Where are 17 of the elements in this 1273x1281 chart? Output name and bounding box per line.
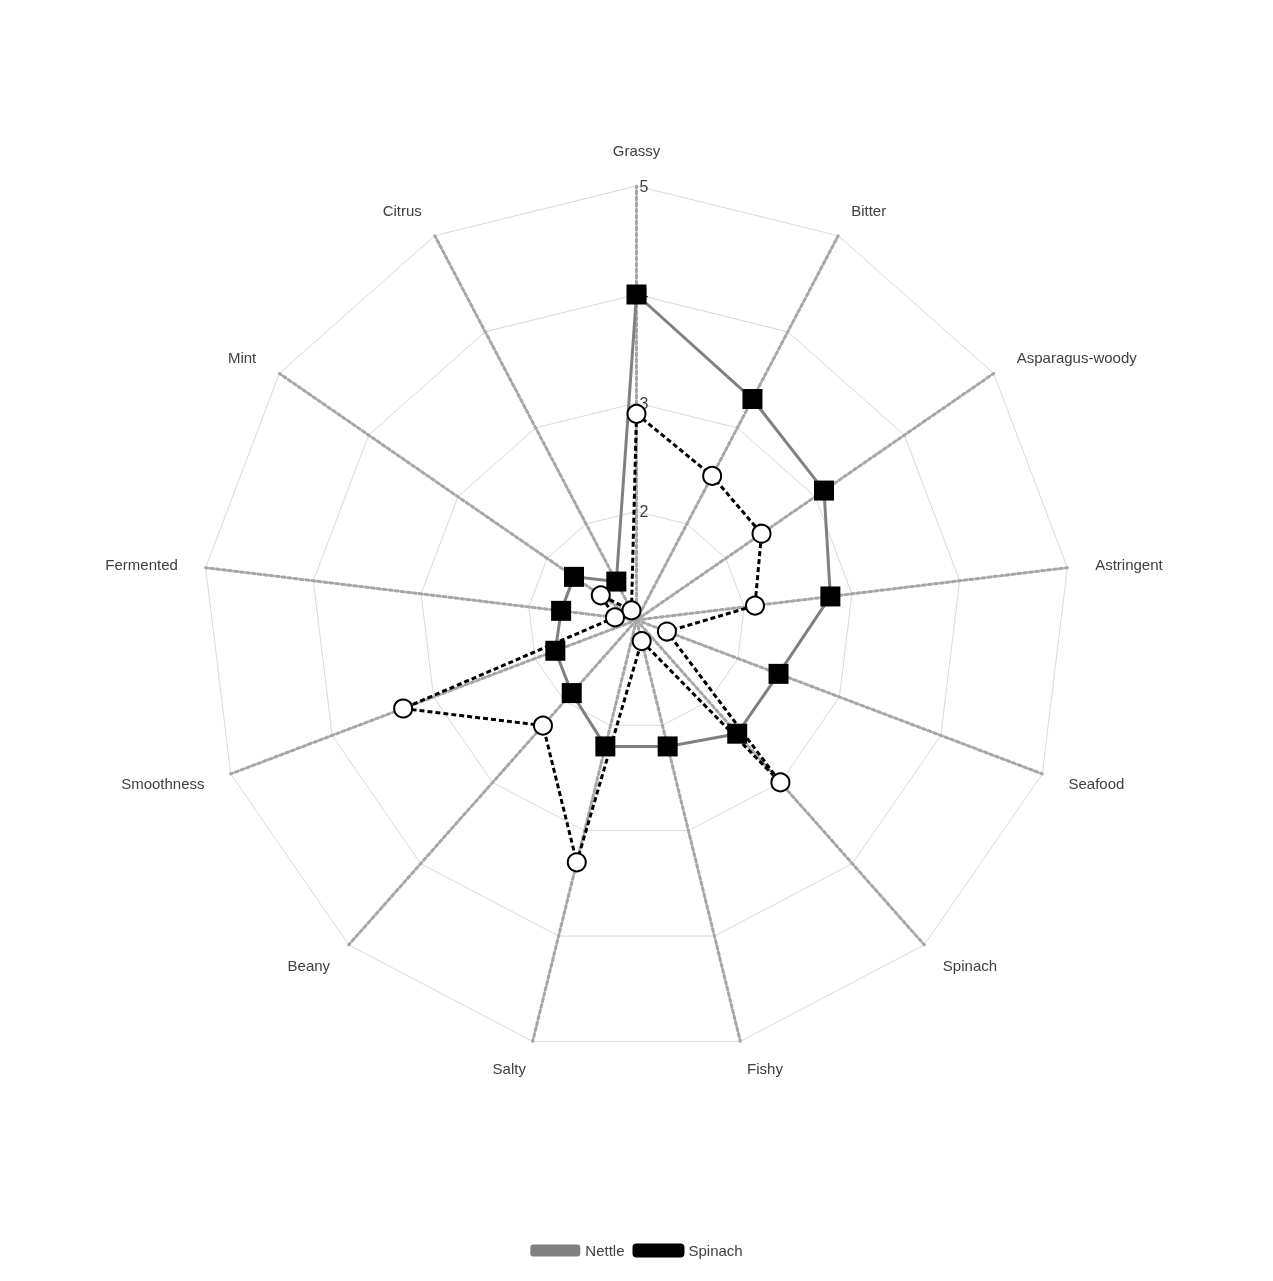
spoke-label: Citrus [382, 202, 422, 220]
spoke-label: Grassy [612, 142, 661, 159]
legend-label: Spinach [688, 1242, 743, 1259]
spoke-label: Smoothness [121, 775, 205, 793]
spoke-label: Beany [287, 957, 331, 975]
spoke-label: Mint [227, 349, 258, 367]
spoke-label: Seafood [1068, 775, 1125, 793]
spoke-label: Bitter [851, 202, 887, 220]
legend-label: Nettle [585, 1242, 625, 1259]
y-tick-label: 2 [639, 503, 649, 520]
spoke-label: Asparagus-woody [1016, 349, 1138, 367]
spoke-label: Fishy [747, 1060, 784, 1078]
spoke-label: Astringent [1095, 555, 1164, 573]
spoke-label: Spinach [942, 957, 998, 975]
y-tick-label: 5 [639, 177, 649, 195]
spoke-label: Fermented [105, 555, 178, 573]
spoke-label: Salty [492, 1060, 527, 1078]
